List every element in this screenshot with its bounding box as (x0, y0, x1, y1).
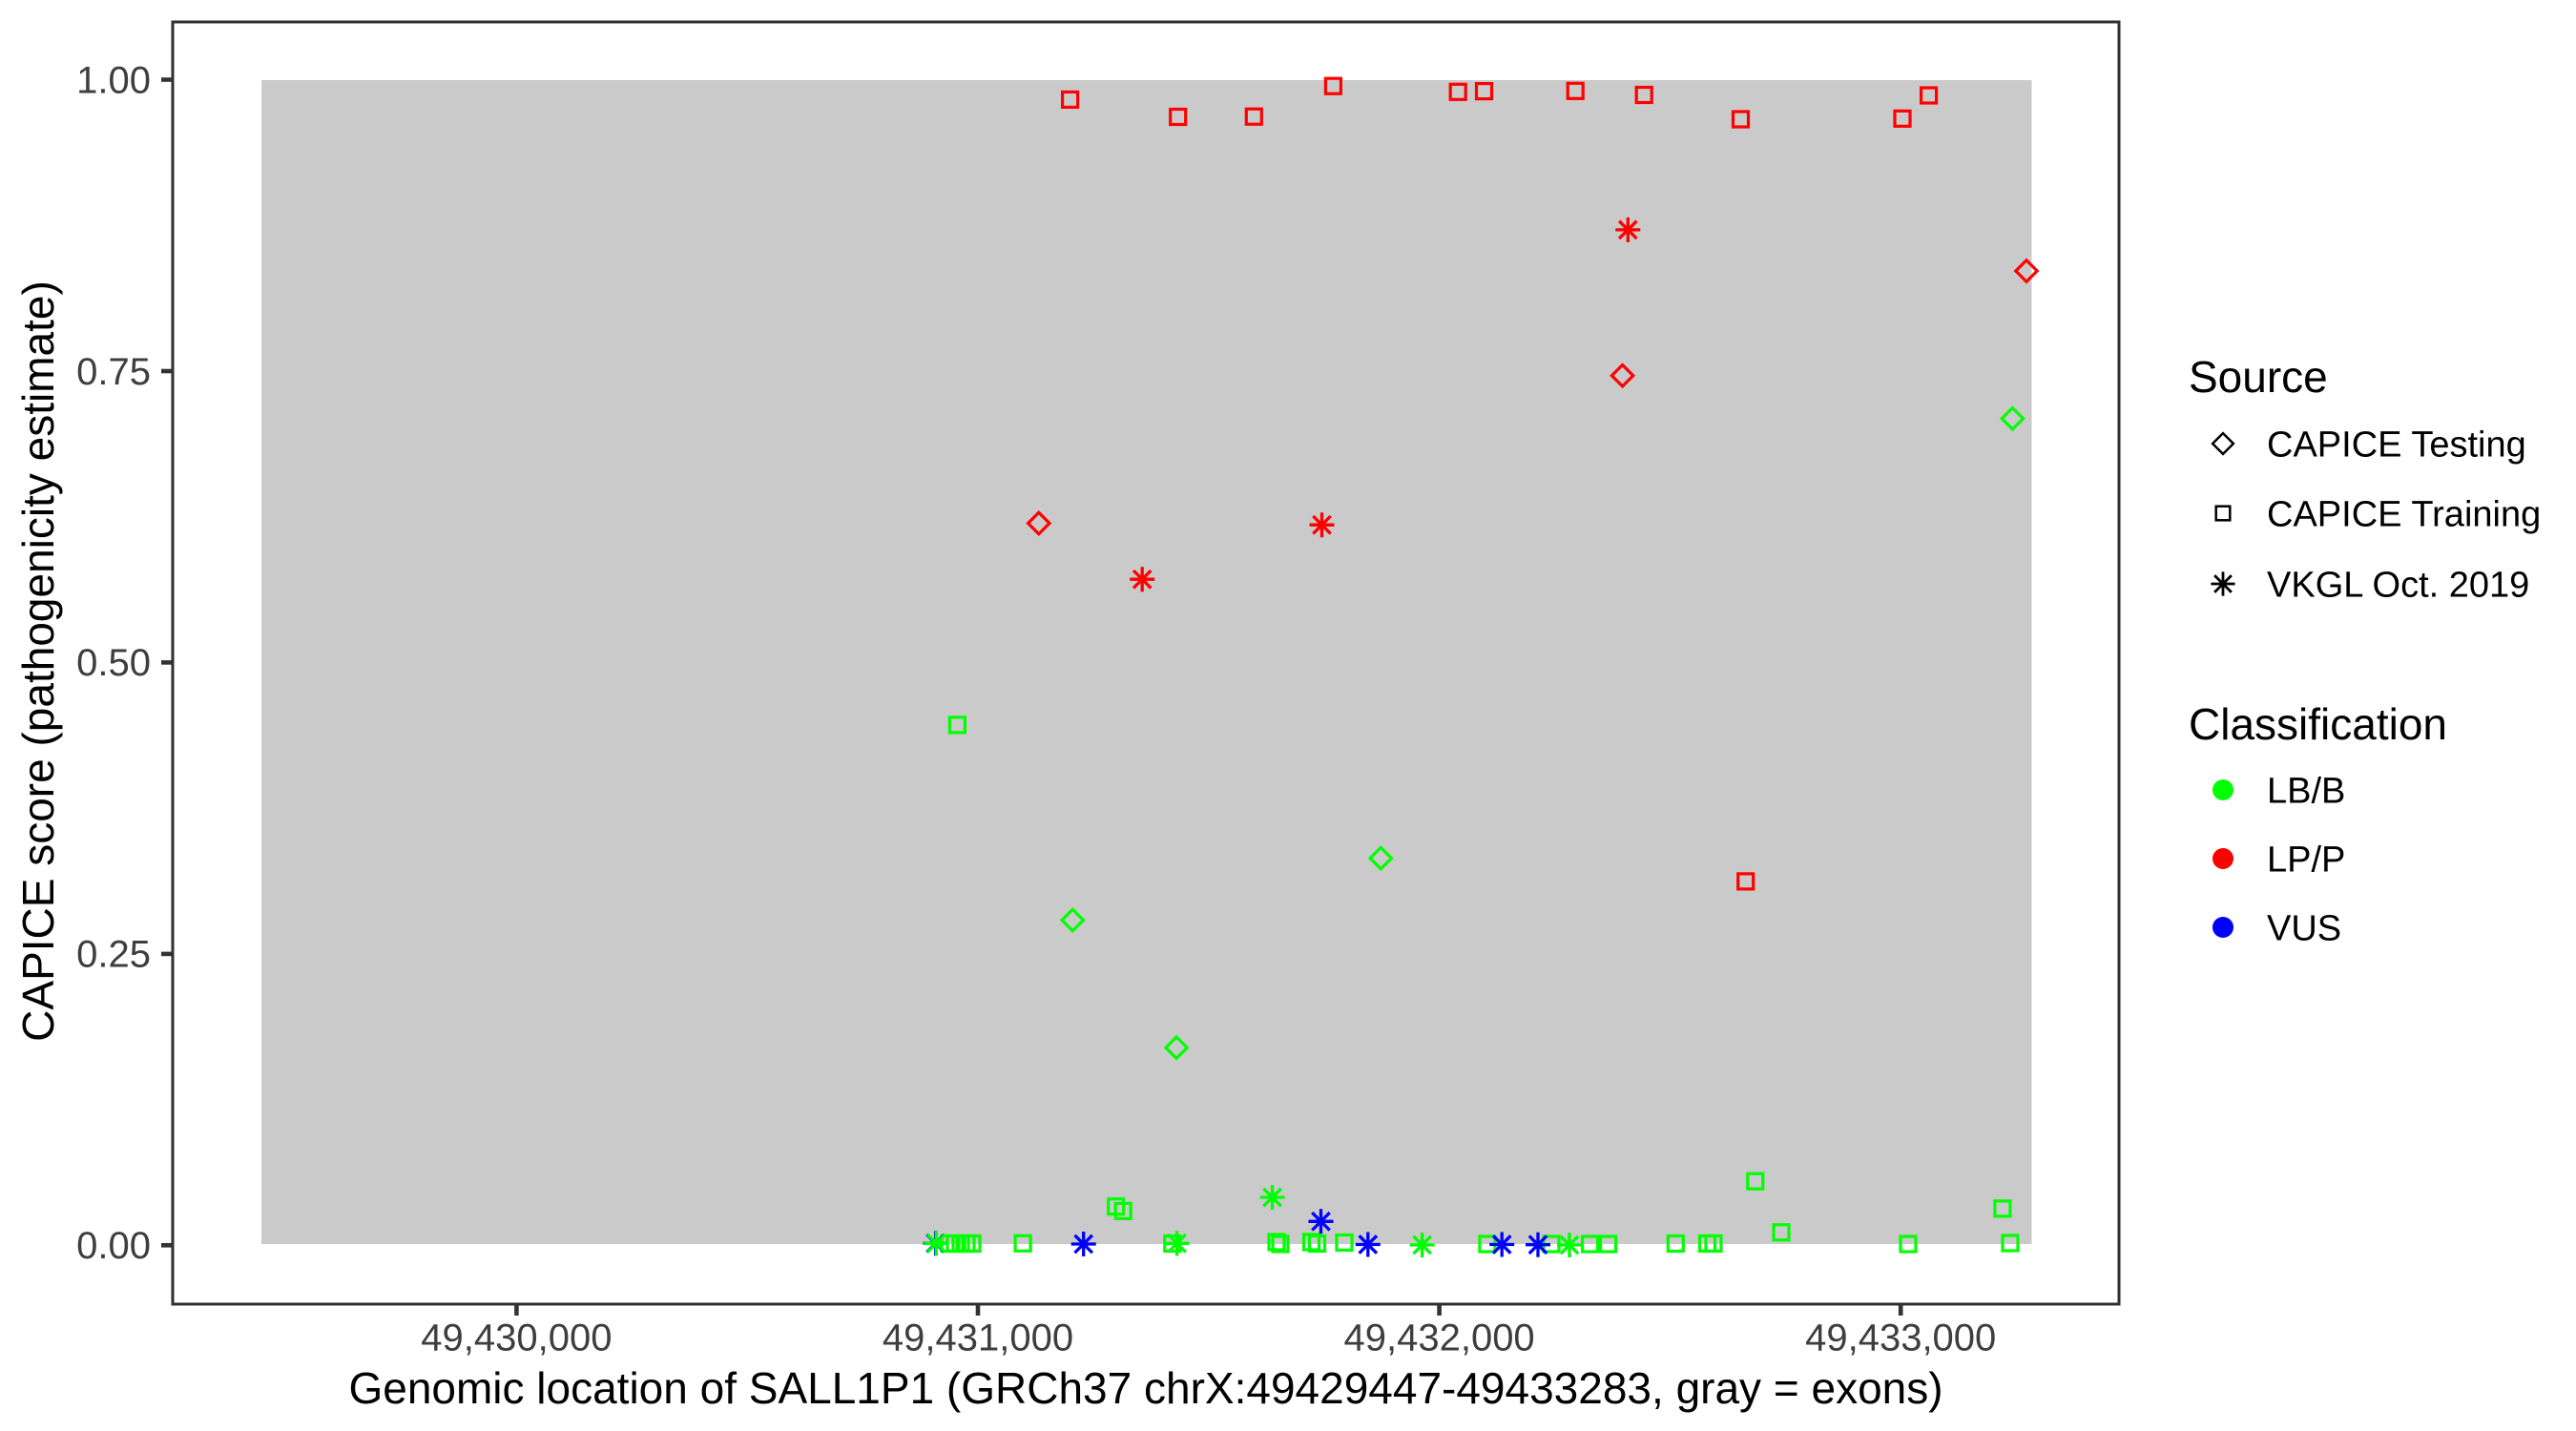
svg-text:49,432,000: 49,432,000 (1343, 1317, 1534, 1359)
svg-text:CAPICE Training: CAPICE Training (2267, 495, 2541, 535)
svg-text:CAPICE Testing: CAPICE Testing (2267, 425, 2526, 466)
svg-text:49,431,000: 49,431,000 (883, 1317, 1073, 1359)
svg-text:0.75: 0.75 (76, 351, 151, 393)
svg-text:LB/B: LB/B (2267, 772, 2345, 812)
svg-text:VKGL Oct. 2019: VKGL Oct. 2019 (2267, 566, 2529, 606)
svg-text:VUS: VUS (2267, 909, 2341, 949)
svg-text:0.00: 0.00 (76, 1225, 151, 1267)
svg-text:Source: Source (2189, 352, 2328, 402)
svg-text:0.50: 0.50 (76, 642, 151, 684)
svg-text:1.00: 1.00 (76, 59, 151, 101)
svg-text:Genomic location of SALL1P1 (G: Genomic location of SALL1P1 (GRCh37 chrX… (348, 1363, 1942, 1413)
svg-text:LP/P: LP/P (2267, 840, 2345, 881)
svg-text:0.25: 0.25 (76, 934, 151, 976)
svg-text:49,433,000: 49,433,000 (1805, 1317, 1996, 1359)
svg-text:CAPICE score (pathogenicity es: CAPICE score (pathogenicity estimate) (13, 280, 63, 1042)
svg-text:49,430,000: 49,430,000 (421, 1317, 612, 1359)
svg-text:Classification: Classification (2189, 699, 2447, 749)
